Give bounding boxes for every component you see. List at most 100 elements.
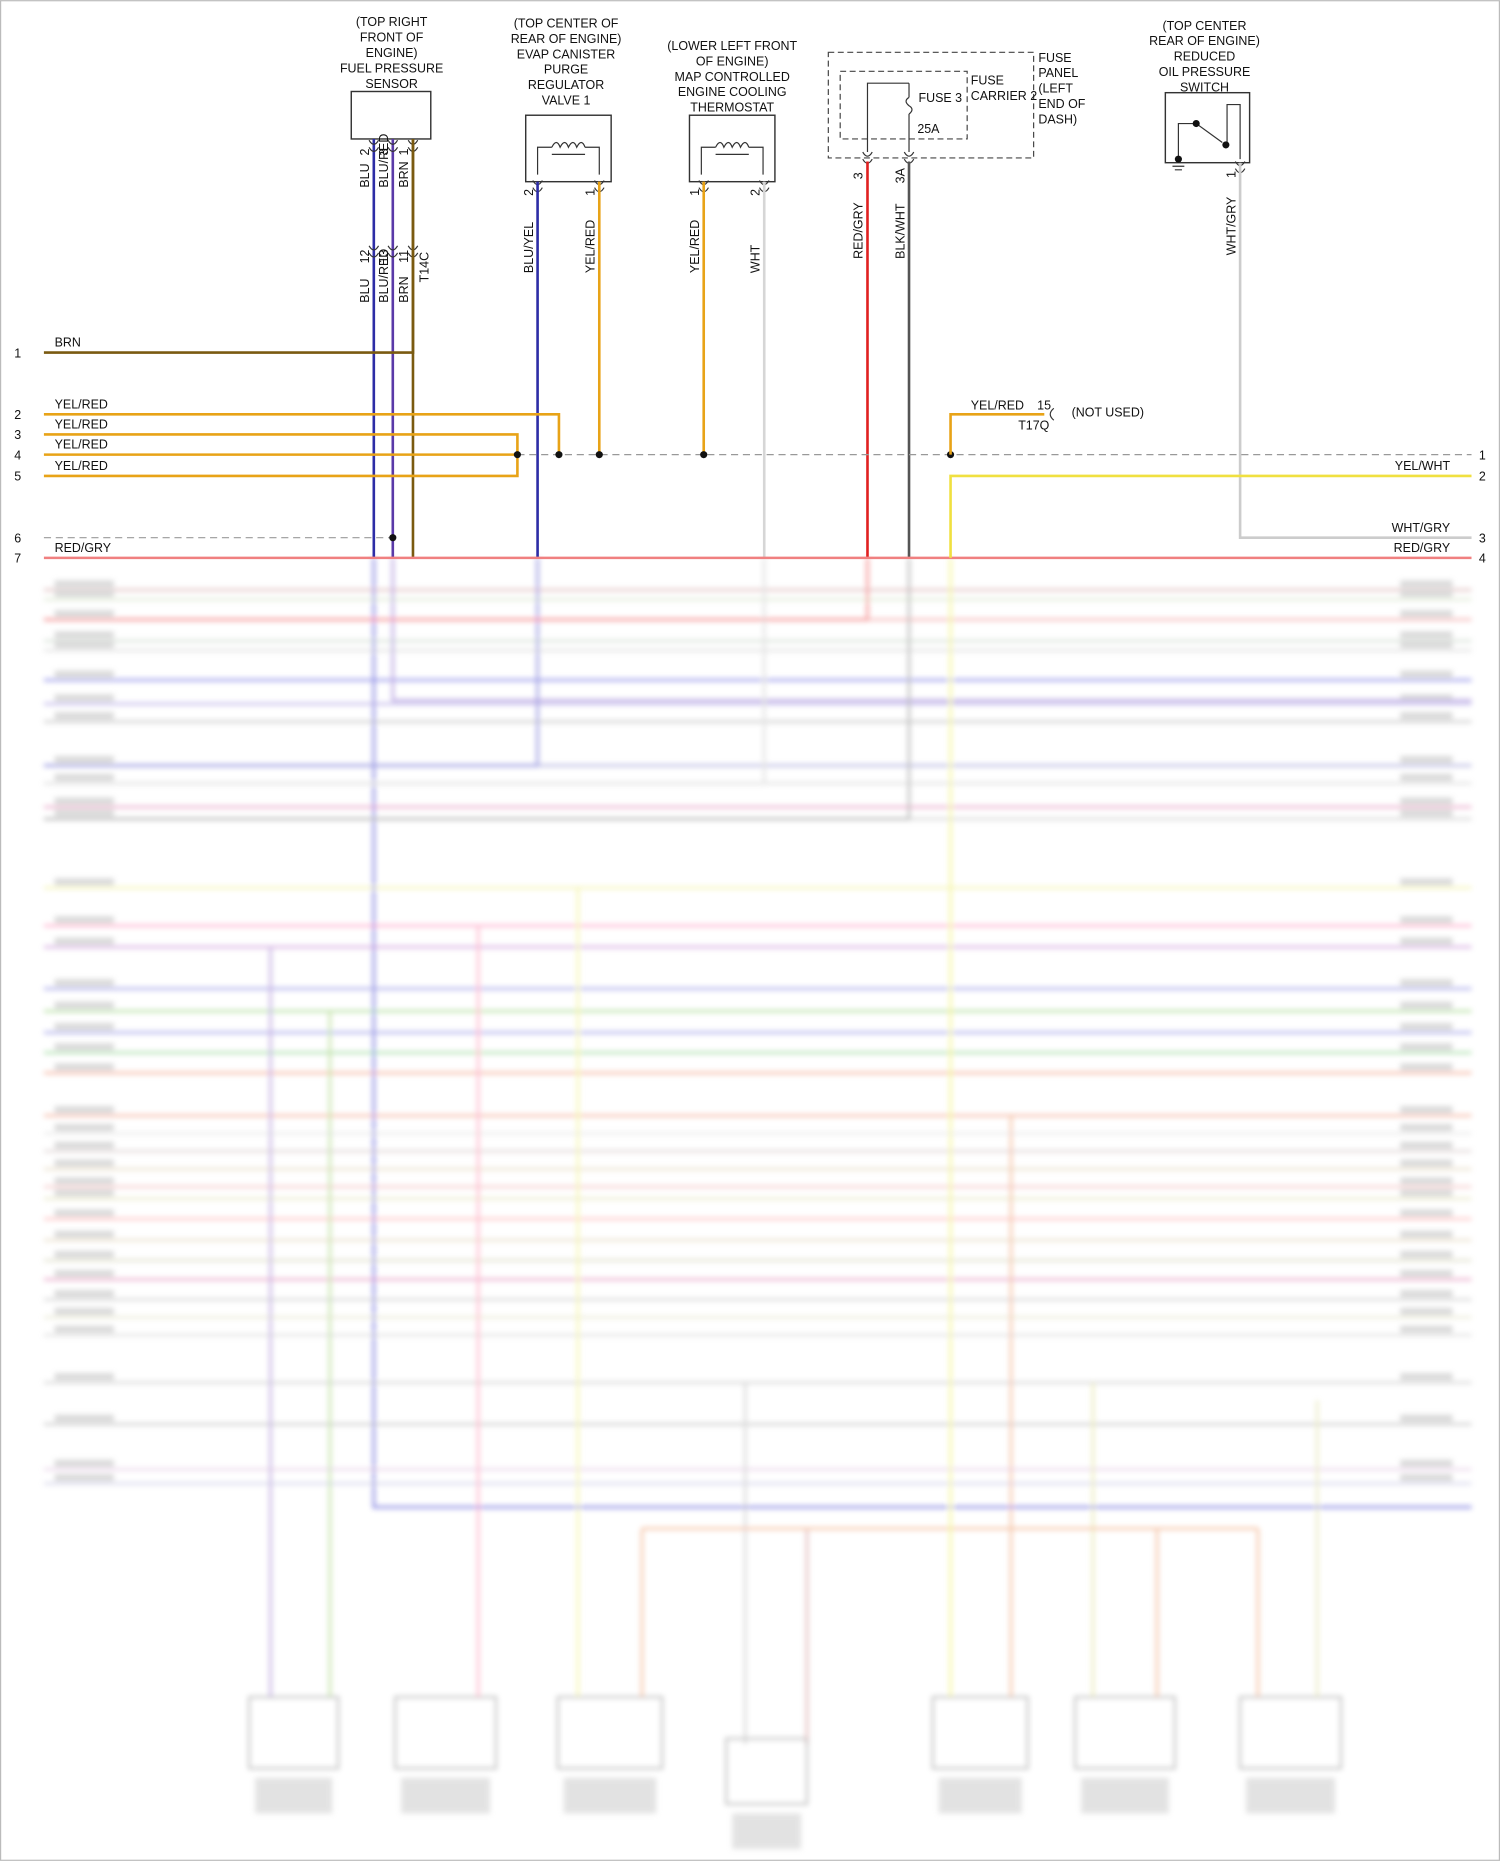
splice bbox=[513, 451, 521, 459]
switch-symbol bbox=[1172, 103, 1241, 171]
wire-color: BLU bbox=[358, 163, 372, 187]
blurred-label bbox=[54, 1325, 114, 1333]
blurred-label bbox=[1246, 1777, 1336, 1814]
blurred-label bbox=[1400, 1123, 1453, 1132]
wire-color: RED/GRY bbox=[55, 541, 112, 555]
fuse-panel-label: DASH) bbox=[1038, 113, 1077, 127]
row-number: 4 bbox=[1479, 552, 1486, 566]
blurred-label bbox=[1400, 1459, 1453, 1467]
blurred-wire bbox=[43, 557, 766, 785]
blurred-label bbox=[54, 1063, 114, 1071]
blurred-wire bbox=[391, 557, 1472, 702]
blurred-label bbox=[1400, 1269, 1453, 1278]
blurred-label bbox=[54, 1269, 114, 1278]
blurred-label bbox=[54, 1290, 114, 1298]
row-number: 6 bbox=[14, 531, 21, 545]
blurred-label bbox=[54, 1106, 114, 1114]
fuse-panel-label: (LEFT bbox=[1038, 82, 1073, 96]
pin-number: 13 bbox=[377, 249, 391, 263]
wire bbox=[43, 454, 519, 478]
blurred-label bbox=[54, 1043, 114, 1051]
pin-number: 3 bbox=[377, 148, 391, 155]
wire-color: WHT bbox=[748, 244, 762, 273]
blurred-label bbox=[54, 1141, 114, 1149]
blurred-component bbox=[931, 1696, 1029, 1770]
blurred-label bbox=[54, 1001, 114, 1009]
component-label: EVAP CANISTER bbox=[517, 47, 616, 61]
blurred-component bbox=[394, 1696, 497, 1770]
blurred-label bbox=[1400, 1373, 1453, 1381]
blurred-component bbox=[725, 1737, 808, 1805]
connector-pin bbox=[368, 245, 380, 258]
wire bbox=[1238, 162, 1472, 540]
component-label: THERMOSTAT bbox=[690, 101, 774, 115]
blurred-label bbox=[732, 1813, 802, 1850]
blurred-label bbox=[1400, 589, 1453, 598]
blurred-label bbox=[1400, 1189, 1453, 1197]
pin-number: 3 bbox=[852, 172, 866, 179]
component-box bbox=[350, 90, 432, 140]
blurred-label bbox=[1400, 640, 1453, 649]
wire-color: BRN bbox=[397, 276, 411, 302]
pin-number: 1 bbox=[397, 148, 411, 155]
blurred-label bbox=[1400, 1414, 1453, 1422]
wire-color: BRN bbox=[55, 336, 81, 350]
blurred-label bbox=[54, 1373, 114, 1381]
fuse-carrier-label: CARRIER 2 bbox=[971, 89, 1038, 103]
blurred-component bbox=[1239, 1696, 1342, 1770]
wire-color: BRN bbox=[397, 161, 411, 187]
pin-number: 2 bbox=[748, 189, 762, 196]
splice bbox=[389, 534, 397, 542]
fuse-symbol bbox=[866, 82, 913, 153]
pin-number: 1 bbox=[1224, 171, 1238, 178]
blurred-label bbox=[54, 979, 114, 987]
wire-color: BLU bbox=[358, 278, 372, 302]
blurred-label bbox=[54, 1177, 114, 1185]
wire-color: RED/GRY bbox=[852, 202, 866, 259]
component-label: REAR OF ENGINE) bbox=[1149, 34, 1260, 48]
blurred-label bbox=[1400, 1177, 1453, 1185]
connector-pin bbox=[387, 139, 399, 153]
wire-color: YEL/RED bbox=[55, 418, 108, 432]
row-number: 4 bbox=[14, 448, 21, 462]
pin-number: 2 bbox=[522, 189, 536, 196]
wire bbox=[43, 412, 561, 455]
component-label: SENSOR bbox=[365, 77, 418, 91]
coil-symbol bbox=[536, 141, 600, 175]
blurred-label bbox=[1400, 631, 1453, 639]
splice bbox=[700, 451, 708, 459]
blurred-label bbox=[1400, 1063, 1453, 1071]
blurred-label bbox=[1400, 1307, 1453, 1315]
component-label: OIL PRESSURE bbox=[1159, 65, 1251, 79]
wire-color: RED/GRY bbox=[1394, 541, 1451, 555]
connector-name: T14C bbox=[417, 252, 431, 282]
blurred-label bbox=[1400, 1474, 1453, 1482]
splice bbox=[1192, 119, 1200, 128]
blurred-label bbox=[1400, 670, 1453, 678]
blurred-label bbox=[1400, 773, 1453, 781]
blurred-label bbox=[54, 580, 114, 588]
row-number: 1 bbox=[14, 346, 21, 360]
blurred-area bbox=[43, 557, 1472, 1850]
blurred-label bbox=[54, 1414, 114, 1422]
blurred-label bbox=[1400, 712, 1453, 720]
blurred-wire bbox=[43, 557, 539, 767]
fuse-panel-label: PANEL bbox=[1038, 66, 1078, 80]
blurred-wire bbox=[372, 557, 1472, 1509]
wire-color: BLU/RED bbox=[377, 249, 391, 303]
blurred-label bbox=[54, 756, 114, 764]
blurred-wire bbox=[43, 557, 869, 621]
wire-color: WHT/GRY bbox=[1392, 521, 1451, 535]
blurred-label bbox=[54, 937, 114, 945]
blurred-label bbox=[1400, 809, 1453, 817]
blurred-label bbox=[1400, 1290, 1453, 1298]
blurred-label bbox=[401, 1777, 491, 1814]
blurred-label bbox=[1400, 937, 1453, 945]
row-number: 2 bbox=[1479, 470, 1486, 484]
blurred-label bbox=[1400, 610, 1453, 618]
blurred-label bbox=[1400, 797, 1453, 805]
wire bbox=[43, 138, 415, 354]
